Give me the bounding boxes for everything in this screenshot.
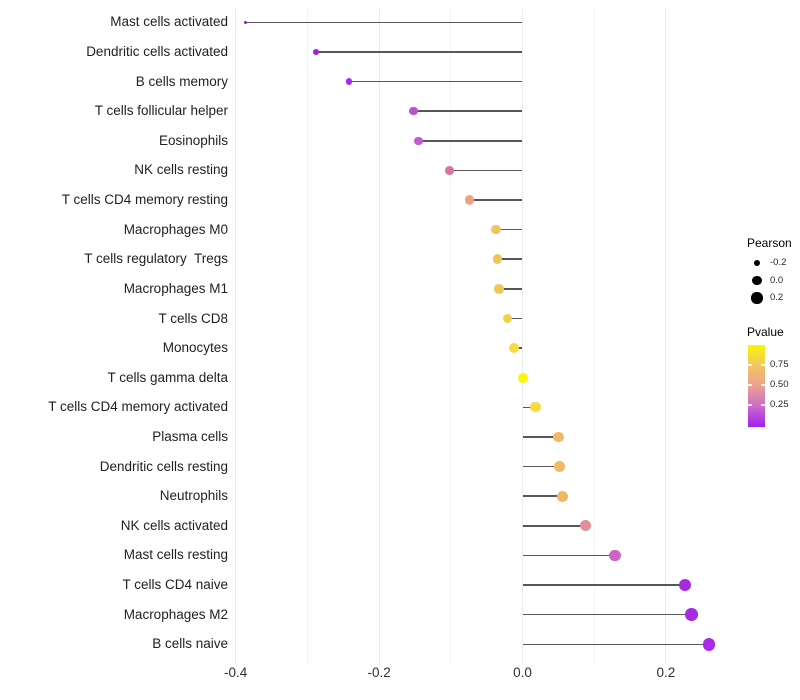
category-label: T cells regulatory Tregs: [84, 251, 228, 267]
category-label: B cells naive: [152, 636, 228, 652]
data-point: [345, 78, 353, 85]
pvalue-colorbar: [748, 345, 765, 427]
data-point: [313, 49, 319, 55]
gridline-minor: [593, 8, 595, 665]
stem-segment: [449, 169, 523, 172]
colorbar-tick-right: [761, 404, 765, 406]
colorbar-tick-right: [761, 364, 765, 366]
stem-segment: [245, 21, 523, 24]
stem-segment: [522, 465, 560, 468]
data-point: [492, 254, 503, 265]
x-axis-tick-label: -0.2: [367, 665, 391, 680]
stem-segment: [348, 80, 523, 83]
data-point: [409, 107, 418, 116]
size-legend-dot: [752, 275, 762, 286]
data-point: [580, 520, 592, 532]
category-label: B cells memory: [135, 73, 228, 89]
data-point: [702, 637, 716, 651]
stem-segment: [522, 584, 686, 586]
category-label: Mast cells resting: [123, 547, 228, 563]
colorbar-tick-left: [748, 404, 752, 406]
data-point: [553, 431, 564, 443]
category-label: Dendritic cells activated: [86, 43, 228, 59]
stem-segment: [495, 228, 523, 231]
stem-segment: [522, 525, 586, 527]
data-point: [508, 343, 519, 354]
colorbar-tick-right: [761, 384, 765, 386]
category-label: Macrophages M1: [123, 280, 228, 296]
data-point: [493, 284, 504, 294]
x-axis-tick-label: -0.4: [224, 665, 248, 680]
gridline-minor: [450, 8, 452, 665]
gridline-major: [235, 8, 237, 665]
colorbar-tick-left: [748, 364, 752, 366]
gridline-minor: [306, 8, 308, 665]
category-label: T cells gamma delta: [107, 369, 228, 385]
colorbar-tick-label: 0.50: [770, 379, 789, 390]
gridline-major: [665, 8, 667, 665]
gridline-major: [522, 8, 523, 665]
category-label: T cells follicular helper: [94, 103, 228, 119]
colorbar-tick-left: [748, 384, 752, 386]
size-legend-label: 0.0: [770, 274, 784, 286]
category-label: Monocytes: [162, 340, 228, 356]
stem-segment: [522, 406, 536, 409]
x-axis-tick-label: 0.0: [513, 665, 532, 680]
data-point: [679, 578, 692, 592]
data-point: [491, 224, 501, 235]
data-point: [444, 166, 454, 175]
category-label: NK cells activated: [120, 517, 228, 533]
stem-segment: [522, 613, 692, 616]
stem-segment: [413, 110, 523, 112]
category-label: T cells CD8: [158, 310, 228, 326]
stem-segment: [469, 199, 523, 201]
category-label: Dendritic cells resting: [99, 458, 228, 474]
data-point: [502, 313, 513, 324]
x-axis-tick-label: 0.2: [656, 665, 676, 680]
colorbar-tick-label: 0.75: [770, 359, 789, 370]
category-label: NK cells resting: [134, 162, 228, 178]
size-legend-dot: [751, 292, 763, 304]
data-point: [554, 461, 566, 472]
category-label: Mast cells activated: [110, 14, 228, 30]
stem-segment: [522, 643, 709, 646]
color-legend-title: Pvalue: [747, 325, 784, 339]
stem-segment: [522, 554, 615, 557]
category-label: T cells CD4 memory resting: [61, 192, 228, 208]
size-legend-label: -0.2: [770, 257, 787, 268]
stem-segment: [522, 495, 563, 497]
stem-segment: [316, 51, 523, 53]
stem-segment: [498, 288, 523, 290]
data-point: [464, 195, 475, 205]
category-label: Eosinophils: [158, 132, 228, 148]
size-legend-label: 0.2: [770, 292, 784, 303]
stem-segment: [418, 139, 523, 142]
category-label: T cells CD4 naive: [122, 577, 228, 593]
data-point: [609, 549, 621, 562]
category-label: Plasma cells: [152, 428, 228, 444]
category-label: Macrophages M2: [123, 606, 228, 622]
category-label: T cells CD4 memory activated: [48, 399, 228, 415]
data-point: [518, 372, 529, 383]
gridline-major: [378, 8, 380, 665]
data-point: [530, 402, 541, 413]
category-label: Macrophages M0: [123, 221, 228, 237]
size-legend-dot: [753, 259, 761, 267]
data-point: [243, 20, 247, 24]
category-label: Neutrophils: [159, 488, 228, 504]
data-point: [557, 490, 568, 502]
size-legend-title: Pearson: [747, 236, 792, 250]
stem-segment: [522, 436, 559, 438]
stem-segment: [507, 317, 523, 320]
colorbar-tick-label: 0.25: [770, 399, 789, 410]
stem-segment: [497, 258, 523, 261]
data-point: [414, 136, 423, 145]
data-point: [685, 608, 698, 621]
